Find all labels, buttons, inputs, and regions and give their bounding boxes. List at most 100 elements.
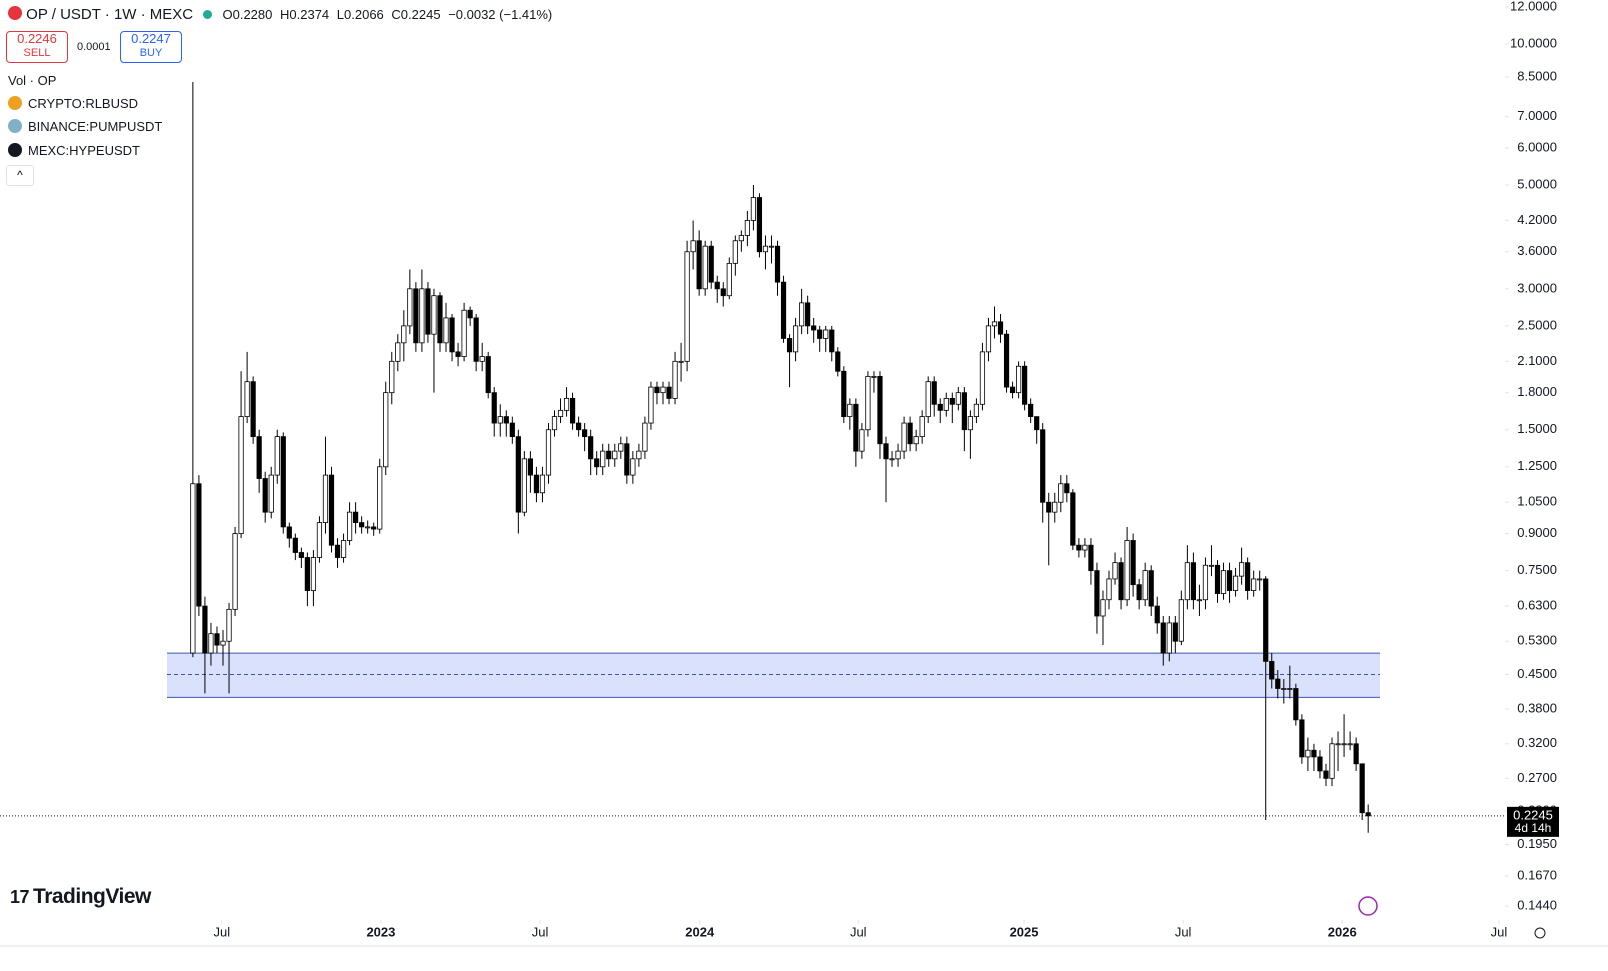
candle-body	[907, 422, 913, 445]
candle-body	[353, 511, 359, 523]
indicator[interactable]: BINANCE:PUMPUSDT	[8, 119, 162, 134]
logo-text: TradingView	[33, 885, 151, 908]
candle-body	[877, 375, 883, 445]
candle-body	[286, 526, 292, 539]
last-price-tag	[1507, 806, 1559, 837]
candle-body	[407, 288, 413, 327]
candle-body	[1245, 562, 1251, 591]
ohlc-value: 0.2374	[289, 7, 330, 22]
spread: 0.0001	[77, 41, 111, 53]
candle-body	[624, 443, 630, 476]
collapse-button[interactable]: ^	[6, 165, 34, 186]
candle-body	[515, 436, 521, 513]
candle-body	[485, 356, 491, 394]
y-tick-label: 0.1440	[1517, 898, 1557, 913]
candle-body	[1293, 688, 1299, 721]
logo: 17 TradingView	[10, 885, 151, 908]
candle-body	[563, 397, 570, 411]
candle-body	[1251, 578, 1257, 591]
candle-body	[1082, 544, 1088, 551]
candle-body	[1046, 501, 1052, 513]
ohlc-letter: H	[280, 7, 290, 22]
candle-body	[280, 436, 286, 528]
candle-body	[768, 245, 775, 248]
x-tick-label: 2023	[366, 924, 395, 939]
candle-body	[1142, 570, 1148, 601]
candle-body	[1196, 599, 1203, 602]
candle-body	[1353, 743, 1359, 765]
candle-body	[377, 466, 383, 530]
candle-body	[913, 436, 919, 445]
candle-body	[1028, 403, 1034, 418]
y-tick-label: 1.8000	[1517, 384, 1557, 399]
y-tick-label: 0.6300	[1517, 598, 1557, 613]
y-tick-label: 3.6000	[1517, 243, 1557, 258]
candle-body	[328, 474, 335, 546]
candle-body	[636, 450, 642, 460]
candle-body	[672, 360, 678, 399]
candle-body	[298, 552, 304, 558]
candle-body	[618, 443, 624, 452]
candle-body	[1317, 756, 1323, 772]
candle-body	[985, 325, 992, 353]
candle-body	[214, 633, 220, 646]
candle-body	[383, 392, 389, 468]
candle-body	[190, 483, 196, 654]
candle-body	[1040, 429, 1046, 503]
candle-body	[1263, 578, 1269, 662]
candle-body	[1239, 562, 1245, 577]
buy-button[interactable]: 0.2247 BUY	[120, 31, 182, 63]
candle-body	[274, 436, 280, 476]
candle-body	[871, 375, 877, 378]
candle-body	[895, 450, 901, 460]
candle-body	[359, 522, 365, 528]
x-tick-label: Jul	[532, 924, 549, 939]
y-tick-label: 8.5000	[1517, 69, 1557, 84]
settings-icon	[1534, 927, 1546, 939]
candle-body	[973, 403, 980, 418]
symbol[interactable]: OP / USDT · 1W · MEXC	[26, 6, 194, 23]
y-tick-label: 0.4500	[1517, 666, 1557, 681]
candle-body	[786, 338, 793, 353]
candle-body	[1269, 660, 1275, 680]
candle-body	[419, 288, 425, 344]
candle-body	[509, 422, 515, 438]
candle-body	[853, 403, 859, 452]
candle-body	[666, 386, 672, 399]
ohlc: O0.2280 H0.2374 L0.2066 C0.2245 −0.0032 …	[222, 7, 552, 22]
candle-body	[738, 235, 744, 242]
candle-body	[539, 474, 546, 494]
y-tick-label: 0.5300	[1517, 633, 1557, 648]
candle-body	[859, 429, 865, 452]
y-tick-label: 2.1000	[1517, 353, 1557, 368]
candle-body	[1100, 599, 1106, 617]
candle-body	[569, 397, 576, 424]
x-tick-label: 2025	[1010, 924, 1039, 939]
candle-body	[865, 375, 871, 431]
y-tick-label: 3.0000	[1517, 280, 1557, 295]
candle-body	[792, 325, 799, 353]
candle-body	[780, 281, 787, 339]
y-tick-label: 0.1950	[1517, 836, 1557, 851]
candle-body	[1208, 564, 1215, 567]
buy-label: BUY	[139, 47, 163, 59]
candle-body	[1178, 599, 1184, 642]
indicator[interactable]: CRYPTO:RLBUSD	[8, 96, 138, 111]
indicator[interactable]: Vol · OP	[8, 73, 57, 88]
x-tick-label: Jul	[1175, 924, 1192, 939]
y-tick-label: 0.2700	[1517, 770, 1557, 785]
candle-body	[660, 386, 666, 394]
candle-body	[1106, 578, 1112, 601]
candle-body	[1166, 622, 1172, 654]
candle-body	[322, 474, 329, 523]
candle-body	[1094, 570, 1100, 617]
candle-body	[720, 288, 726, 297]
sell-button[interactable]: 0.2246 SELL	[6, 31, 68, 63]
candle-body	[817, 329, 823, 339]
indicator[interactable]: MEXC:HYPEUSDT	[8, 143, 140, 158]
candle-body	[1172, 622, 1178, 642]
candle-body	[292, 537, 298, 553]
candle-body	[431, 295, 437, 335]
candle-body	[630, 458, 636, 476]
